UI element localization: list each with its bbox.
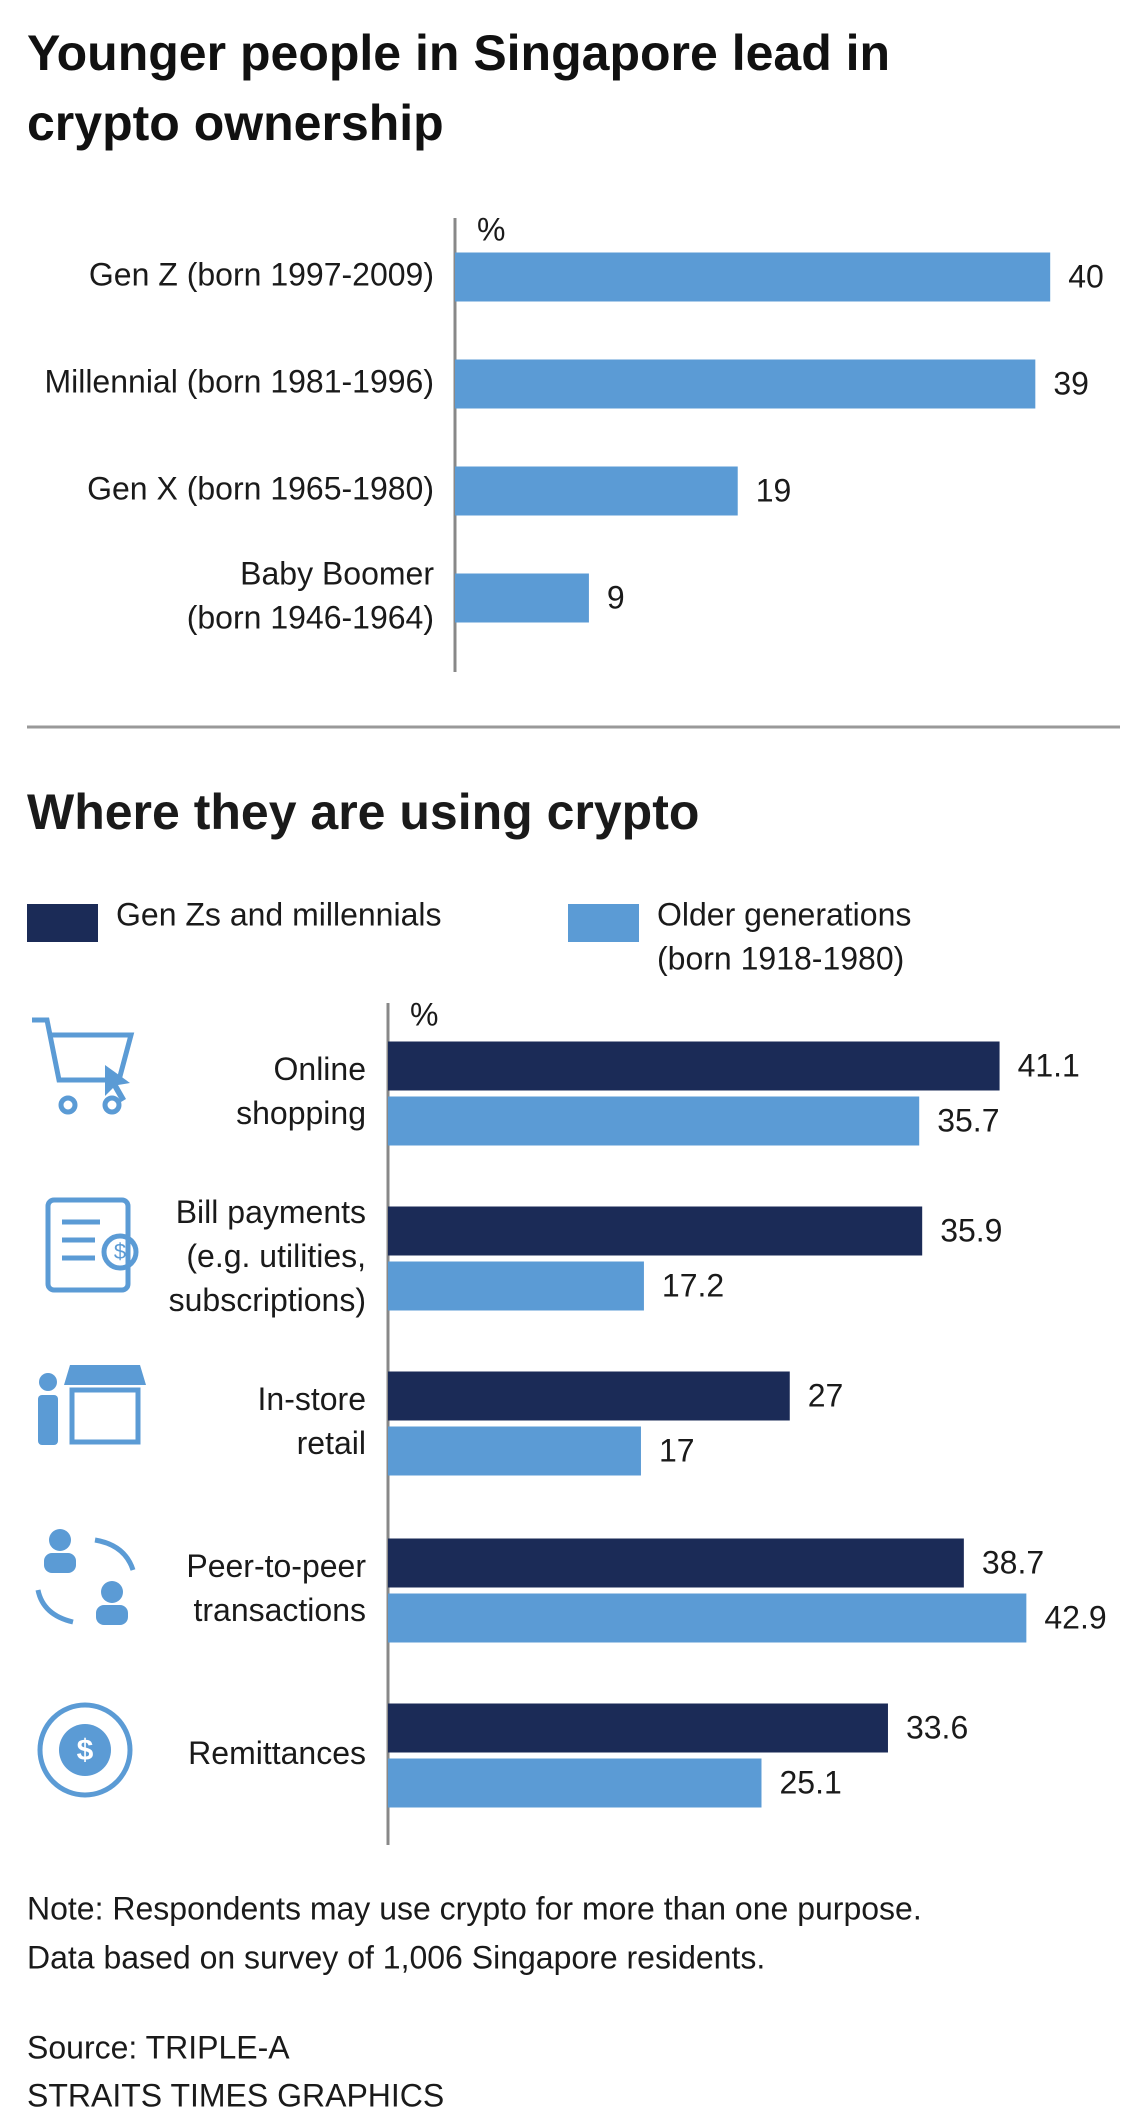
bar — [388, 1371, 790, 1421]
unit-label: % — [477, 211, 505, 247]
legend-label: (born 1918-1980) — [657, 940, 904, 976]
note: Note: Respondents may use crypto for mor… — [27, 1890, 922, 1926]
bar — [455, 573, 589, 623]
icon-glyph: $ — [77, 1734, 94, 1767]
category-label: Gen Z (born 1997-2009) — [89, 256, 434, 292]
people-icon — [35, 1529, 136, 1625]
category-label: Bill payments — [176, 1194, 366, 1230]
icon-glyph: $ — [114, 1239, 126, 1264]
value-label: 19 — [756, 472, 792, 508]
value-label: 35.7 — [937, 1102, 999, 1138]
note: Data based on survey of 1,006 Singapore … — [27, 1939, 765, 1975]
category-label: Gen X (born 1965-1980) — [87, 470, 434, 506]
bill-icon: $ — [45, 1197, 139, 1293]
value-label: 42.9 — [1044, 1599, 1106, 1635]
bar — [455, 252, 1051, 302]
category-label: subscriptions) — [169, 1282, 366, 1318]
category-label: Remittances — [188, 1735, 366, 1771]
value-label: 41.1 — [1018, 1047, 1080, 1083]
bar — [388, 1538, 964, 1588]
category-label: shopping — [236, 1095, 366, 1131]
chart-title: Where they are using crypto — [27, 784, 699, 840]
category-label: Baby Boomer — [240, 555, 434, 591]
value-label: 39 — [1053, 365, 1089, 401]
legend-label: Gen Zs and millennials — [116, 896, 441, 932]
bar — [388, 1261, 644, 1311]
bar — [388, 1758, 762, 1808]
bar — [455, 466, 738, 516]
category-label: Online — [274, 1051, 367, 1087]
category-label: retail — [297, 1425, 366, 1461]
source: Source: TRIPLE-A — [27, 2029, 290, 2065]
globe-icon: $ — [37, 1702, 133, 1798]
bar — [388, 1096, 920, 1146]
bar — [388, 1206, 923, 1256]
category-label: In-store — [258, 1381, 366, 1417]
value-label: 17.2 — [662, 1267, 724, 1303]
value-label: 25.1 — [779, 1764, 841, 1800]
bar — [455, 359, 1036, 409]
store-icon — [38, 1365, 146, 1445]
cart-icon — [32, 1017, 135, 1115]
legend-swatch — [27, 904, 98, 942]
value-label: 38.7 — [982, 1544, 1044, 1580]
category-label: Millennial (born 1981-1996) — [44, 363, 434, 399]
legend-swatch — [568, 904, 639, 942]
value-label: 35.9 — [940, 1212, 1002, 1248]
value-label: 33.6 — [906, 1709, 968, 1745]
legend-label: Older generations — [657, 896, 911, 932]
category-label: Peer-to-peer — [186, 1548, 366, 1584]
value-label: 17 — [659, 1432, 695, 1468]
value-label: 40 — [1068, 258, 1104, 294]
value-label: 9 — [607, 579, 625, 615]
chart-title: Younger people in Singapore lead in cryp… — [27, 25, 891, 151]
icons: $ $ — [32, 1017, 146, 1798]
bar — [388, 1703, 888, 1753]
bar — [388, 1041, 1000, 1091]
bar — [388, 1426, 641, 1476]
value-label: 27 — [808, 1377, 844, 1413]
bar — [388, 1593, 1027, 1643]
source: STRAITS TIMES GRAPHICS — [27, 2077, 444, 2113]
category-label: (e.g. utilities, — [186, 1238, 366, 1274]
category-label: transactions — [193, 1592, 366, 1628]
unit-label: % — [410, 996, 438, 1032]
category-label: (born 1946-1964) — [187, 599, 434, 635]
